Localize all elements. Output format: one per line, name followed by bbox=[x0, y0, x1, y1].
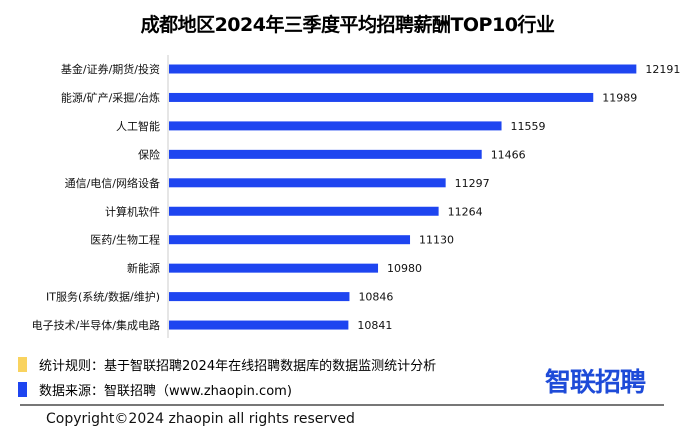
stat-rule-text: 统计规则：基于智联招聘2024年在线招聘数据库的数据监测统计分析 bbox=[39, 359, 437, 374]
bar bbox=[169, 206, 439, 216]
data-label: 11264 bbox=[448, 205, 483, 218]
category-label: 电子技术/半导体/集成电路 bbox=[32, 318, 160, 332]
data-source-text: 数据来源：智联招聘（www.zhaopin.com) bbox=[39, 384, 292, 399]
legend-swatch-yellow bbox=[18, 357, 27, 372]
data-label: 11559 bbox=[511, 120, 546, 133]
bar bbox=[169, 149, 482, 159]
category-label: IT服务(系统/数据/维护) bbox=[46, 290, 160, 304]
legend-source: 数据来源：智联招聘（www.zhaopin.com) bbox=[18, 380, 292, 399]
bar bbox=[169, 64, 637, 74]
data-label: 11130 bbox=[419, 234, 454, 247]
bar bbox=[169, 292, 350, 302]
bar bbox=[169, 320, 349, 330]
bar bbox=[169, 178, 446, 188]
footer-divider bbox=[20, 404, 664, 406]
chart-title: 成都地区2024年三季度平均招聘薪酬TOP10行业 bbox=[140, 14, 555, 36]
copyright-text: Copyright©2024 zhaopin all rights reserv… bbox=[46, 411, 355, 427]
category-label: 基金/证券/期货/投资 bbox=[61, 62, 160, 76]
data-label: 10841 bbox=[357, 319, 392, 332]
legend-swatch-blue bbox=[18, 382, 27, 397]
bar bbox=[169, 235, 411, 245]
data-label: 11989 bbox=[602, 91, 637, 104]
bar-chart: 基金/证券/期货/投资 12191 能源/矿产/采掘/冶炼 11989 人工智能 1155… bbox=[32, 55, 680, 338]
data-label: 11297 bbox=[455, 177, 490, 190]
data-label: 12191 bbox=[645, 63, 680, 76]
category-label: 计算机软件 bbox=[105, 204, 160, 218]
category-label: 新能源 bbox=[127, 261, 160, 275]
category-label: 人工智能 bbox=[116, 119, 160, 133]
category-label: 医药/生物工程 bbox=[90, 233, 160, 247]
category-label: 通信/电信/网络设备 bbox=[65, 176, 160, 190]
bar bbox=[169, 121, 502, 131]
data-label: 10980 bbox=[387, 262, 422, 275]
category-label: 保险 bbox=[138, 147, 160, 161]
category-label: 能源/矿产/采掘/冶炼 bbox=[61, 90, 160, 104]
data-label: 11466 bbox=[491, 148, 526, 161]
bar bbox=[169, 92, 594, 102]
bar bbox=[169, 263, 379, 273]
legend-rule: 统计规则：基于智联招聘2024年在线招聘数据库的数据监测统计分析 bbox=[18, 355, 436, 374]
zhaopin-logo: 智联招聘 bbox=[545, 368, 646, 398]
data-label: 10846 bbox=[358, 291, 393, 304]
